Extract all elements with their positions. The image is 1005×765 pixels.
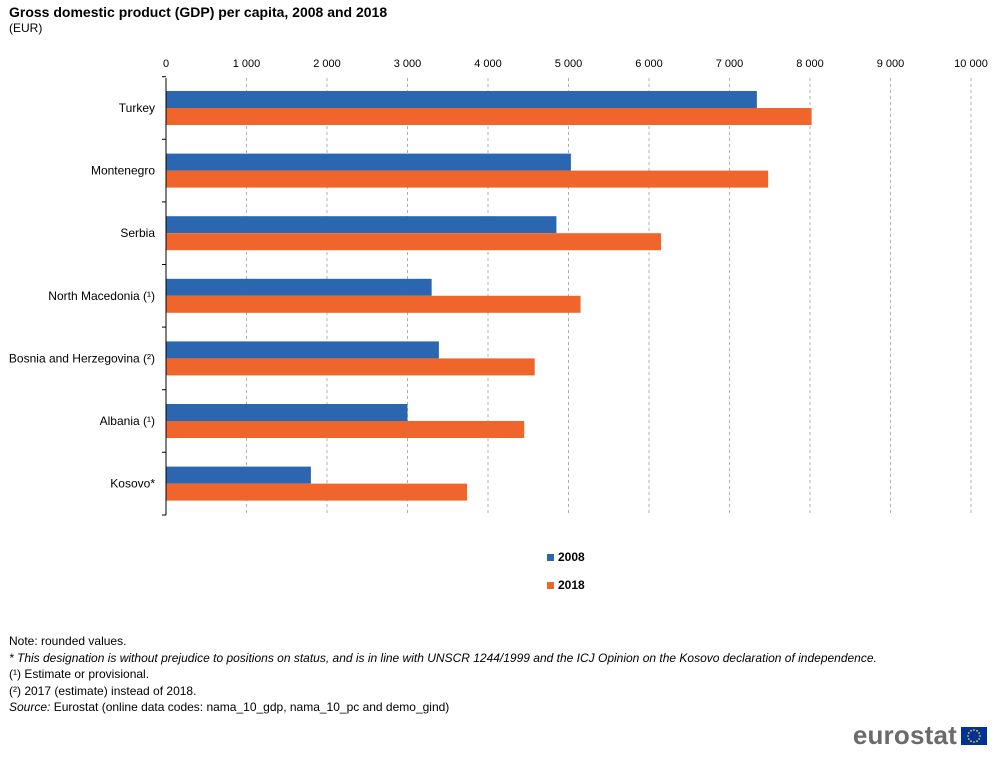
x-tick-label: 9 000 bbox=[877, 58, 905, 70]
bar-2008 bbox=[166, 341, 439, 359]
bar-2018 bbox=[166, 295, 581, 313]
chart-subtitle: (EUR) bbox=[9, 21, 43, 35]
note-source: Source: Eurostat (online data codes: nam… bbox=[9, 699, 877, 716]
x-tick-label: 4 000 bbox=[474, 58, 502, 70]
flag-star bbox=[967, 734, 969, 737]
flag-star bbox=[967, 737, 970, 740]
bar-2018 bbox=[166, 233, 662, 251]
flag-star bbox=[979, 734, 981, 737]
bar-2018 bbox=[166, 421, 525, 438]
flag-star bbox=[973, 740, 975, 743]
source-text: Eurostat (online data codes: nama_10_gdp… bbox=[50, 700, 450, 714]
bar-chart: 0 1 000 2 000 3 000 4 000 5 000 6 000 7 000 8 00… bbox=[9, 58, 988, 592]
legend-swatch-2008 bbox=[547, 554, 554, 561]
bar-2008 bbox=[166, 466, 311, 484]
category-label: Albania (¹) bbox=[100, 414, 155, 428]
bar-2008 bbox=[166, 153, 571, 171]
category-label: Kosovo* bbox=[110, 477, 155, 491]
bar-2008 bbox=[166, 216, 557, 234]
x-tick-label: 10 000 bbox=[954, 58, 988, 70]
x-tick-label: 3 000 bbox=[394, 58, 422, 70]
category-label: Montenegro bbox=[91, 164, 155, 178]
legend-label-2008: 2008 bbox=[558, 550, 585, 564]
chart-title: Gross domestic product (GDP) per capita,… bbox=[9, 4, 388, 20]
note-kosovo: * This designation is without prejudice … bbox=[9, 650, 877, 665]
category-label: Serbia bbox=[120, 226, 155, 240]
flag-star bbox=[967, 731, 970, 734]
logo-text: eurostat bbox=[852, 720, 957, 750]
bar-2018 bbox=[166, 483, 468, 501]
category-label: Bosnia and Herzegovina (²) bbox=[9, 351, 155, 365]
x-tick-label: 7 000 bbox=[716, 58, 744, 70]
legend-swatch-2018 bbox=[547, 582, 554, 589]
legend-label-2018: 2018 bbox=[558, 578, 585, 592]
bar-2008 bbox=[166, 404, 408, 421]
x-tick-label: 8 000 bbox=[796, 58, 824, 70]
flag-star bbox=[978, 731, 981, 734]
bar-2008 bbox=[166, 91, 757, 108]
legend: 2008 2018 bbox=[547, 550, 585, 592]
eu-flag-icon bbox=[961, 726, 987, 745]
eurostat-logo: eurostat bbox=[853, 720, 987, 751]
flag-star bbox=[970, 729, 972, 732]
bars bbox=[166, 91, 812, 501]
note-estimate: (¹) Estimate or provisional. bbox=[9, 667, 150, 681]
x-tick-label: 0 bbox=[163, 58, 169, 70]
category-label: Turkey bbox=[119, 101, 155, 115]
x-axis-ticks: 0 1 000 2 000 3 000 4 000 5 000 6 000 7 000 8 00… bbox=[163, 58, 988, 70]
footnotes: Note: rounded values. * This designation… bbox=[9, 633, 877, 716]
y-axis-labels: Turkey Montenegro Serbia North Macedonia (¹… bbox=[9, 76, 166, 516]
bar-2018 bbox=[166, 170, 769, 188]
bar-2018 bbox=[166, 108, 812, 125]
x-tick-label: 2 000 bbox=[313, 58, 341, 70]
x-tick-label: 1 000 bbox=[233, 58, 261, 70]
category-label: North Macedonia (¹) bbox=[48, 289, 155, 303]
flag-star bbox=[970, 739, 972, 742]
source-label: Source: bbox=[9, 700, 51, 714]
bar-2008 bbox=[166, 278, 432, 296]
flag-star bbox=[976, 729, 978, 732]
flag-star bbox=[978, 737, 981, 740]
x-tick-label: 6 000 bbox=[635, 58, 663, 70]
flag-star bbox=[976, 739, 978, 742]
x-tick-label: 5 000 bbox=[555, 58, 583, 70]
flag-star bbox=[973, 728, 975, 731]
note-rounded: Note: rounded values. bbox=[9, 634, 127, 648]
note-2017: (²) 2017 (estimate) instead of 2018. bbox=[9, 683, 197, 698]
bar-2018 bbox=[166, 358, 535, 376]
